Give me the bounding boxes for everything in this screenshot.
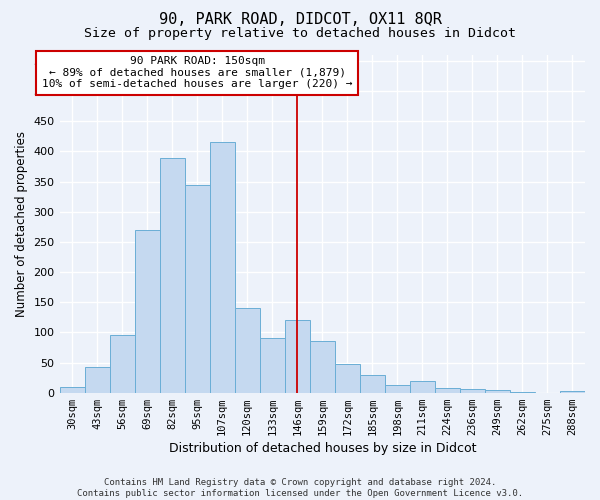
Text: Size of property relative to detached houses in Didcot: Size of property relative to detached ho… (84, 28, 516, 40)
Bar (185, 184, 209, 392)
Bar (85, 367, 110, 392)
Bar (485, 390, 510, 392)
Bar (385, 386, 410, 392)
Bar (59, 386, 85, 392)
Bar (410, 380, 435, 392)
Bar (335, 364, 360, 392)
Bar (285, 320, 310, 392)
Bar (134, 230, 160, 392)
Bar (310, 342, 335, 392)
Bar (460, 389, 485, 392)
Bar (160, 158, 185, 392)
Bar (435, 388, 460, 392)
Bar (209, 142, 235, 392)
Bar (360, 374, 385, 392)
Text: 90, PARK ROAD, DIDCOT, OX11 8QR: 90, PARK ROAD, DIDCOT, OX11 8QR (158, 12, 442, 28)
X-axis label: Distribution of detached houses by size in Didcot: Distribution of detached houses by size … (169, 442, 476, 455)
Bar (235, 308, 260, 392)
Text: 90 PARK ROAD: 150sqm
← 89% of detached houses are smaller (1,879)
10% of semi-de: 90 PARK ROAD: 150sqm ← 89% of detached h… (42, 56, 352, 90)
Bar (110, 336, 134, 392)
Text: Contains HM Land Registry data © Crown copyright and database right 2024.
Contai: Contains HM Land Registry data © Crown c… (77, 478, 523, 498)
Bar (260, 338, 285, 392)
Y-axis label: Number of detached properties: Number of detached properties (15, 131, 28, 317)
